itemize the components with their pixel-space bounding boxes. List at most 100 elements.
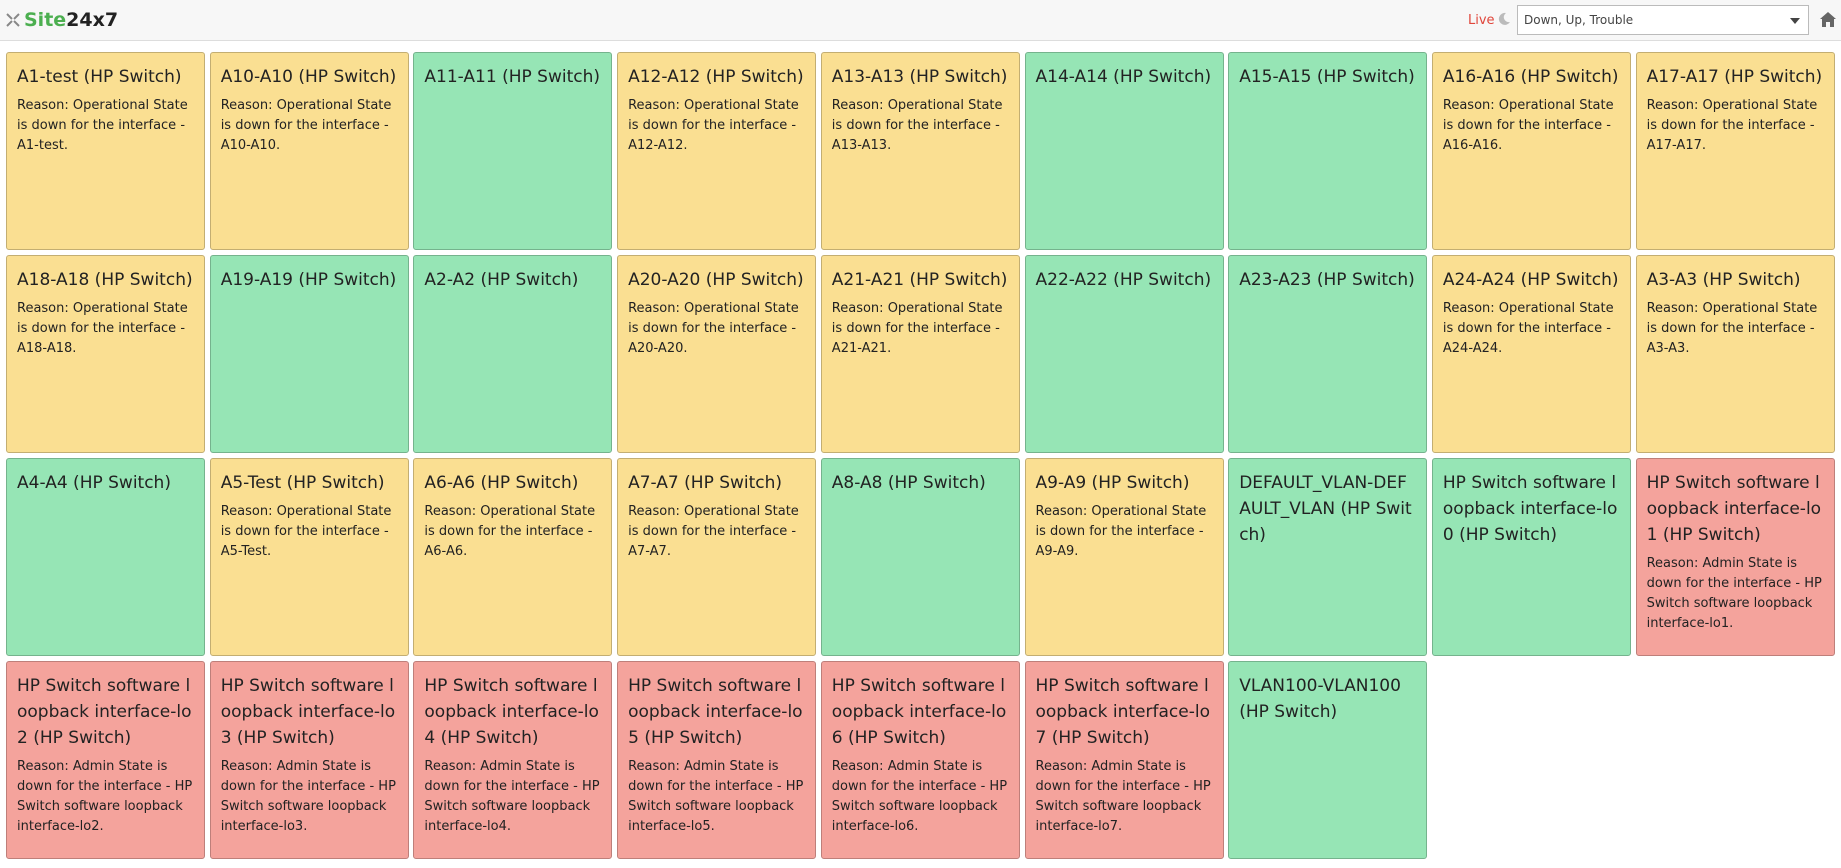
tile-reason: Reason: Operational State is down for th…	[1442, 301, 1614, 356]
tile-reason: Reason: Operational State is down for th…	[831, 301, 1003, 356]
tile-reason: Reason: Operational State is down for th…	[628, 504, 799, 559]
monitor-tile[interactable]: HP Switch software loopback interface-lo…	[413, 661, 613, 859]
tile-title: A9-A9 (HP Switch)	[1035, 473, 1190, 493]
tile-reason: Reason: Operational State is down for th…	[628, 98, 799, 153]
monitor-tile[interactable]: A10-A10 (HP Switch) Reason: Operational S…	[209, 52, 409, 250]
monitor-tile[interactable]: HP Switch software loopback interface-lo…	[617, 661, 817, 859]
tile-reason: Reason: Admin State is down for the inte…	[17, 759, 193, 834]
tile-title: A21-A21 (HP Switch)	[831, 270, 1008, 290]
tile-title: A13-A13 (HP Switch)	[831, 67, 1008, 87]
tile-title: A20-A20 (HP Switch)	[628, 270, 804, 290]
theme-icon[interactable]	[1497, 12, 1511, 26]
monitor-tile[interactable]: A18-A18 (HP Switch) Reason: Operational S…	[6, 255, 205, 453]
header: Site24x7 Live Down, Up, Trouble	[0, 0, 1841, 41]
tile-title: HP Switch software loopback interface-lo…	[424, 676, 599, 748]
tile-title: HP Switch software loopback interface-lo…	[220, 676, 396, 748]
tile-title: A23-A23 (HP Switch)	[1239, 270, 1415, 290]
tile-title: HP Switch software loopback interface-lo…	[1035, 676, 1210, 748]
monitor-tile[interactable]: A16-A16 (HP Switch) Reason: Operational S…	[1431, 52, 1631, 250]
monitor-tile[interactable]: A13-A13 (HP Switch) Reason: Operational S…	[820, 52, 1020, 250]
tile-title: DEFAULT_VLAN-DEFAULT_VLAN (HP Switch)	[1239, 473, 1412, 545]
tile-title: A15-A15 (HP Switch)	[1239, 67, 1415, 87]
monitor-tile[interactable]: A22-A22 (HP Switch)	[1024, 255, 1224, 453]
tile-reason: Reason: Admin State is down for the inte…	[424, 759, 600, 834]
tile-reason: Reason: Operational State is down for th…	[628, 301, 799, 356]
tile-reason: Reason: Operational State is down for th…	[220, 98, 392, 153]
tile-title: HP Switch software loopback interface-lo…	[1646, 473, 1822, 545]
monitor-tile[interactable]: HP Switch software loopback interface-lo…	[1431, 458, 1631, 656]
monitor-tile[interactable]: A21-A21 (HP Switch) Reason: Operational S…	[820, 255, 1020, 453]
tile-reason: Reason: Operational State is down for th…	[220, 504, 392, 559]
status-filter[interactable]: Down, Up, Trouble	[1517, 5, 1809, 35]
tile-title: A24-A24 (HP Switch)	[1442, 270, 1619, 290]
tile-title: A7-A7 (HP Switch)	[628, 473, 783, 493]
monitor-tile[interactable]: A2-A2 (HP Switch)	[413, 255, 613, 453]
monitor-tile[interactable]: A24-A24 (HP Switch) Reason: Operational S…	[1431, 255, 1631, 453]
tile-reason: Reason: Operational State is down for th…	[17, 98, 188, 153]
tile-title: HP Switch software loopback interface-lo…	[17, 676, 192, 748]
tile-title: A14-A14 (HP Switch)	[1035, 67, 1212, 87]
tile-title: A6-A6 (HP Switch)	[424, 473, 579, 493]
tile-reason: Reason: Operational State is down for th…	[424, 504, 596, 559]
monitor-tile[interactable]: A6-A6 (HP Switch) Reason: Operational Sta…	[413, 458, 613, 656]
tile-title: HP Switch software loopback interface-lo…	[831, 676, 1007, 748]
monitor-tile[interactable]: A9-A9 (HP Switch) Reason: Operational Sta…	[1024, 458, 1224, 656]
logo-num: 24x7	[66, 9, 119, 31]
tile-title: A3-A3 (HP Switch)	[1646, 270, 1801, 290]
monitor-tile[interactable]: HP Switch software loopback interface-lo…	[209, 661, 409, 859]
live-label[interactable]: Live	[1468, 13, 1495, 28]
monitor-tile[interactable]: A14-A14 (HP Switch)	[1024, 52, 1224, 250]
monitor-tile[interactable]: A5-Test (HP Switch) Reason: Operational S…	[209, 458, 409, 656]
tile-title: A12-A12 (HP Switch)	[628, 67, 804, 87]
monitor-tile[interactable]: A19-A19 (HP Switch)	[209, 255, 409, 453]
monitor-tile[interactable]: A4-A4 (HP Switch)	[6, 458, 205, 656]
tile-title: A19-A19 (HP Switch)	[220, 270, 397, 290]
tile-title: A11-A11 (HP Switch)	[424, 67, 600, 87]
tile-title: A22-A22 (HP Switch)	[1035, 270, 1212, 290]
monitor-tile[interactable]: A20-A20 (HP Switch) Reason: Operational S…	[617, 255, 817, 453]
monitor-tile[interactable]: A7-A7 (HP Switch) Reason: Operational Sta…	[617, 458, 817, 656]
tile-title: A17-A17 (HP Switch)	[1646, 67, 1823, 87]
tile-title: A8-A8 (HP Switch)	[831, 473, 986, 493]
monitor-tile[interactable]: VLAN100-VLAN100 (HP Switch)	[1228, 661, 1428, 859]
tile-reason: Reason: Admin State is down for the inte…	[831, 759, 1008, 834]
monitor-tile[interactable]: HP Switch software loopback interface-lo…	[1635, 458, 1835, 656]
tile-reason: Reason: Operational State is down for th…	[1646, 98, 1818, 153]
tile-title: HP Switch software loopback interface-lo…	[1442, 473, 1618, 545]
monitor-tile[interactable]: HP Switch software loopback interface-lo…	[820, 661, 1020, 859]
tile-reason: Reason: Operational State is down for th…	[1646, 301, 1818, 356]
tile-title: A10-A10 (HP Switch)	[220, 67, 397, 87]
tile-reason: Reason: Admin State is down for the inte…	[1646, 556, 1822, 631]
monitor-tile[interactable]: A11-A11 (HP Switch)	[413, 52, 613, 250]
tile-title: A1-test (HP Switch)	[17, 67, 182, 87]
logo: Site24x7	[24, 9, 118, 31]
tile-title: VLAN100-VLAN100 (HP Switch)	[1239, 676, 1401, 722]
tile-title: HP Switch software loopback interface-lo…	[628, 676, 803, 748]
monitor-tile[interactable]: DEFAULT_VLAN-DEFAULT_VLAN (HP Switch)	[1228, 458, 1428, 656]
tile-title: A2-A2 (HP Switch)	[424, 270, 579, 290]
monitor-tile[interactable]: HP Switch software loopback interface-lo…	[6, 661, 205, 859]
tile-reason: Reason: Operational State is down for th…	[17, 301, 188, 356]
tile-title: A4-A4 (HP Switch)	[17, 473, 171, 493]
monitor-tile[interactable]: A8-A8 (HP Switch)	[820, 458, 1020, 656]
tile-reason: Reason: Operational State is down for th…	[831, 98, 1003, 153]
logo-icon	[6, 13, 20, 27]
tile-title: A16-A16 (HP Switch)	[1442, 67, 1619, 87]
tile-reason: Reason: Admin State is down for the inte…	[220, 759, 396, 834]
home-icon[interactable]	[1820, 12, 1836, 27]
filter-text: Down, Up, Trouble	[1524, 13, 1634, 27]
tile-reason: Reason: Operational State is down for th…	[1035, 504, 1207, 559]
monitor-tile[interactable]: A23-A23 (HP Switch)	[1228, 255, 1428, 453]
dropdown-caret	[1790, 18, 1800, 24]
monitor-tile[interactable]: HP Switch software loopback interface-lo…	[1024, 661, 1224, 859]
monitor-tile[interactable]: A12-A12 (HP Switch) Reason: Operational S…	[617, 52, 817, 250]
monitor-tile[interactable]: A3-A3 (HP Switch) Reason: Operational Sta…	[1635, 255, 1835, 453]
tile-reason: Reason: Admin State is down for the inte…	[1035, 759, 1211, 834]
logo-site: Site	[24, 9, 67, 31]
monitor-tile[interactable]: A1-test (HP Switch) Reason: Operational S…	[6, 52, 205, 250]
tile-title: A5-Test (HP Switch)	[220, 473, 385, 493]
tile-title: A18-A18 (HP Switch)	[17, 270, 193, 290]
monitor-tile[interactable]: A15-A15 (HP Switch)	[1228, 52, 1428, 250]
monitor-tile[interactable]: A17-A17 (HP Switch) Reason: Operational S…	[1635, 52, 1835, 250]
